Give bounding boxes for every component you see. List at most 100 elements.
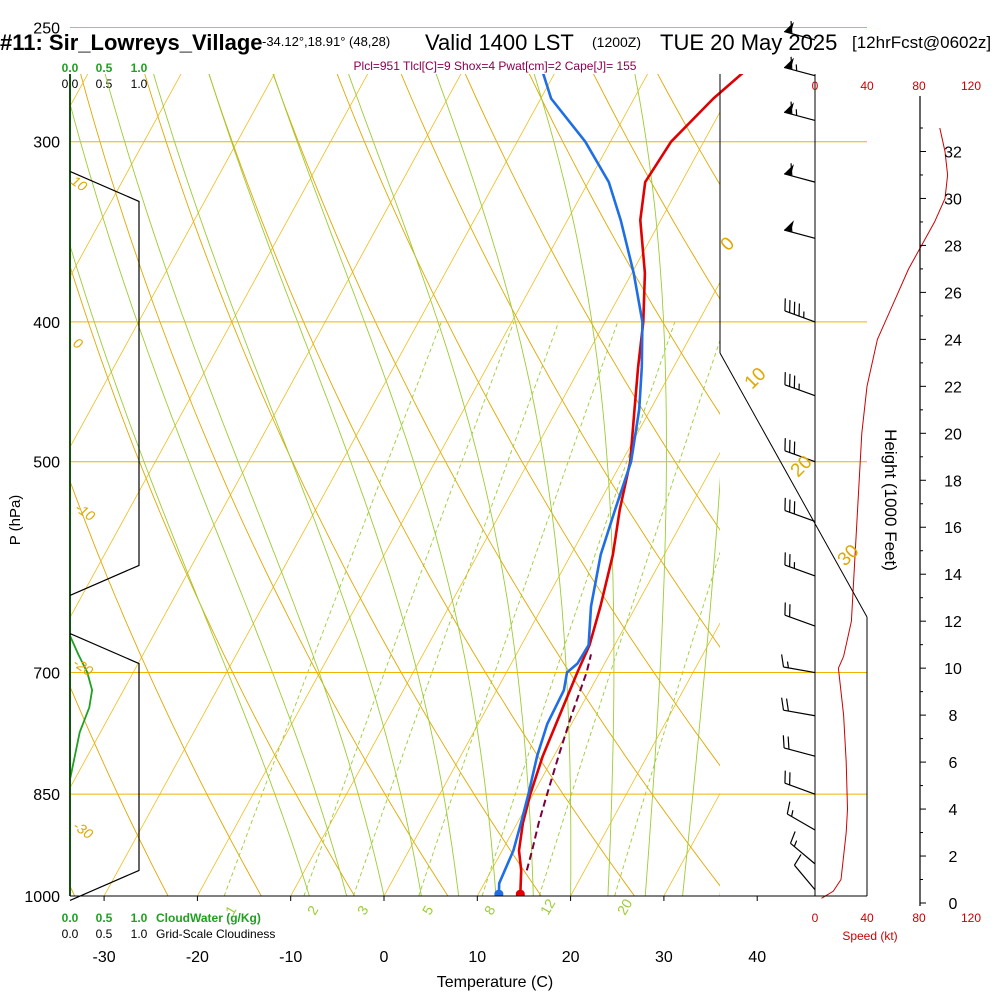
isotherm-line (384, 2, 874, 896)
dry-adiabat-line (124, 2, 541, 896)
pressure-tick-400: 400 (33, 315, 60, 332)
cloud-top-cover-1: 0.5 (96, 77, 113, 91)
wind-barb (785, 372, 815, 396)
isotherm-line (11, 2, 501, 896)
wind-barb (782, 698, 815, 716)
speed-bottom-tick-80: 80 (912, 911, 926, 925)
wind-barb (785, 771, 815, 795)
wind-barb-half-flag (792, 810, 793, 816)
cloud-bottom-water-2: 1.0 (131, 911, 148, 925)
moist-adiabat-line (60, 0, 384, 896)
isobar-lines (70, 27, 867, 896)
surface-temperature-dot (516, 890, 525, 899)
wind-barb (784, 57, 815, 76)
wind-barb-flag (788, 737, 789, 750)
cloud-top-water-0: 0.0 (62, 61, 79, 75)
wind-barb-shaft (794, 865, 815, 890)
pressure-tick-700: 700 (33, 666, 60, 683)
dry-adiabat-line (248, 2, 728, 896)
wind-barb (794, 854, 815, 889)
height-tick-12: 12 (944, 614, 962, 631)
height-tick-28: 28 (944, 238, 962, 255)
pressure-tick-850: 850 (33, 787, 60, 804)
pressure-tick-500: 500 (33, 455, 60, 472)
speed-top-tick-0: 0 (812, 79, 819, 93)
cloudiness-label: Grid-Scale Cloudiness (156, 927, 275, 941)
cloud-bottom-cover-2: 1.0 (131, 927, 148, 941)
wind-barb-flag (790, 832, 795, 844)
temperature-tick-10: 10 (468, 949, 486, 966)
mixing-ratio-line (482, 322, 675, 896)
wind-barb-flag (782, 698, 784, 711)
wind-barb (782, 654, 815, 672)
wind-barb (784, 102, 815, 121)
temperature-profile (519, 52, 767, 894)
cloud-top-cover-2: 1.0 (131, 77, 148, 91)
cloud-bottom-cover-1: 0.5 (96, 927, 113, 941)
height-tick-8: 8 (949, 708, 958, 725)
height-tick-6: 6 (949, 755, 958, 772)
dry-adiabat-label-0: 0 (70, 334, 86, 352)
cloud-top-water-1: 0.5 (96, 61, 113, 75)
wind-barb (784, 163, 815, 182)
wind-barb (785, 552, 815, 576)
cloud-bottom-water-1: 0.5 (96, 911, 113, 925)
mixing-ratio-label-8: 8 (481, 903, 499, 918)
dry-adiabat-line (806, 2, 1000, 896)
wind-barb-flag (791, 57, 792, 70)
speed-bottom-tick-0: 0 (812, 911, 819, 925)
wind-barb-flag (787, 699, 789, 712)
wind-barb (790, 832, 815, 864)
speed-axis-label: Speed (kt) (842, 929, 897, 943)
pressure-tick-300: 300 (33, 135, 60, 152)
wind-barb-flag (783, 735, 784, 748)
wind-barb-shaft (784, 112, 815, 120)
mixing-ratio-label-5: 5 (419, 903, 437, 918)
height-tick-20: 20 (944, 426, 962, 443)
wind-barb-pennant (784, 58, 794, 70)
isotherm-line (757, 2, 1000, 896)
cloud-bottom-scale: 0.0 0.5 1.0 CloudWater (g/Kg) 0.0 0.5 1.… (62, 911, 276, 941)
wind-barb (787, 802, 815, 830)
cloud-bottom-cover-0: 0.0 (62, 927, 79, 941)
speed-bottom-tick-120: 120 (961, 911, 981, 925)
cloud-top-water-2: 1.0 (131, 61, 148, 75)
mixing-ratio-label-12: 12 (537, 896, 559, 918)
utc-time: (1200Z) (592, 34, 641, 50)
dewpoint-profile (499, 52, 643, 894)
speed-bottom-tick-40: 40 (860, 911, 874, 925)
temperature-tick--30: -30 (93, 949, 116, 966)
wind-barb-shaft (784, 67, 815, 75)
wind-barb-flag (787, 802, 790, 814)
moist-adiabat-label-20: 20 (787, 452, 817, 482)
mixing-ratio-line (353, 322, 558, 896)
moist-adiabat-label-10: 10 (741, 364, 771, 394)
mixing-ratio-line (539, 322, 726, 896)
mixing-ratio-line (304, 322, 514, 896)
height-tick-16: 16 (944, 520, 962, 537)
isotherm-line (0, 2, 34, 896)
dry-adiabat-label--30: -30 (70, 817, 96, 842)
wind-barb-flag (782, 654, 784, 667)
height-tick-32: 32 (944, 144, 962, 161)
pressure-tick-1000: 1000 (24, 889, 60, 906)
temperature-axis-label: Temperature (C) (437, 974, 553, 991)
height-tick-30: 30 (944, 191, 962, 208)
dry-adiabat-line (744, 2, 1000, 896)
wind-barb-flag (791, 21, 792, 34)
wind-barb (785, 603, 815, 627)
height-tick-24: 24 (944, 332, 962, 349)
height-tick-2: 2 (949, 849, 958, 866)
dry-adiabat-label--20: -20 (70, 654, 96, 679)
wind-barb-half-flag (787, 662, 788, 668)
mixing-ratio-label-20: 20 (614, 896, 636, 918)
wind-barb (783, 735, 815, 756)
dry-adiabat-line (558, 2, 1000, 896)
wind-barb-pennant (784, 220, 794, 232)
temperature-tick--20: -20 (186, 949, 209, 966)
height-tick-14: 14 (944, 567, 962, 584)
